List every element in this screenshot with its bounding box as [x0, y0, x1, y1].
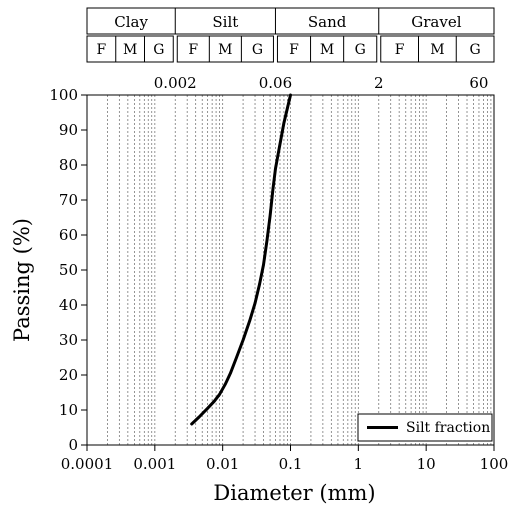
- x-axis-title: Diameter (mm): [213, 481, 375, 505]
- class-sub-label: G: [355, 42, 366, 58]
- class-sub-box: [86, 35, 174, 63]
- y-tick-label: 80: [59, 156, 78, 174]
- top-tick-label: 60: [469, 74, 488, 92]
- y-tick-label: 50: [59, 261, 78, 279]
- y-tick-label: 10: [59, 401, 78, 419]
- y-tick-label: 100: [49, 86, 78, 104]
- class-group-label: Clay: [114, 13, 148, 31]
- class-sub-label: M: [123, 42, 137, 58]
- class-sub-label: M: [430, 42, 444, 58]
- y-tick-label: 0: [68, 436, 78, 454]
- class-sub-box: [380, 35, 495, 63]
- y-tick-label: 40: [59, 296, 78, 314]
- class-sub-box: [176, 35, 274, 63]
- series-line-silt-fraction: [190, 93, 292, 426]
- legend-label: Silt fraction: [406, 420, 490, 436]
- class-sub-label: G: [252, 42, 263, 58]
- class-sub-label: G: [153, 42, 164, 58]
- y-axis-title: Passing (%): [10, 218, 34, 342]
- y-tick-label: 30: [59, 331, 78, 349]
- x-tick-label: 100: [480, 455, 509, 473]
- class-sub-label: F: [395, 42, 405, 58]
- y-tick-label: 60: [59, 226, 78, 244]
- x-tick-label: 0.001: [133, 455, 176, 473]
- class-sub-label: G: [470, 42, 481, 58]
- x-tick-label: 10: [417, 455, 436, 473]
- class-sub-box: [276, 35, 378, 63]
- top-tick-label: 0.06: [259, 74, 292, 92]
- class-sub-label: F: [188, 42, 198, 58]
- class-group-label: Sand: [308, 13, 347, 31]
- class-group-label: Gravel: [411, 13, 461, 31]
- grid-lines: [107, 95, 492, 445]
- class-sub-label: F: [97, 42, 107, 58]
- y-tick-label: 90: [59, 121, 78, 139]
- y-tick-label: 70: [59, 191, 78, 209]
- x-tick-label: 0.0001: [61, 455, 114, 473]
- y-tick-label: 20: [59, 366, 78, 384]
- class-sub-label: M: [218, 42, 232, 58]
- class-group-label: Silt: [212, 13, 238, 31]
- x-tick-label: 1: [354, 455, 364, 473]
- x-tick-label: 0.01: [206, 455, 239, 473]
- class-sub-label: M: [320, 42, 334, 58]
- class-header-row: [86, 7, 495, 35]
- class-sub-label: F: [289, 42, 299, 58]
- top-tick-label: 0.002: [154, 74, 197, 92]
- top-tick-label: 2: [374, 74, 384, 92]
- x-tick-label: 0.1: [279, 455, 303, 473]
